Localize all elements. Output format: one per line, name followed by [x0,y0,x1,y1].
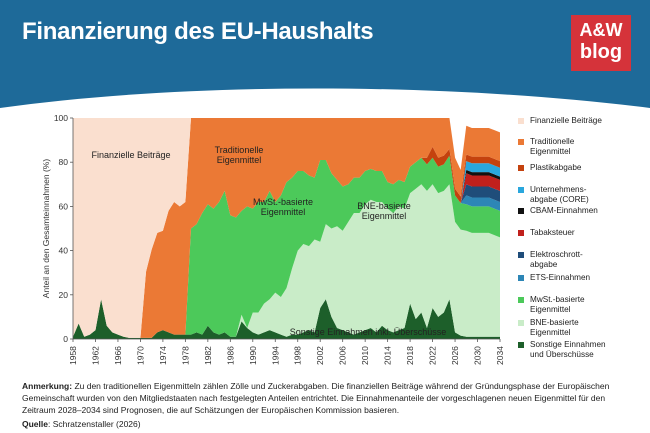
annotation-bne-eigenmittel: BNE-basierte Eigenmittel [357,201,411,221]
header-banner: Finanzierung des EU-Haushalts A&W blog [0,0,650,108]
logo-text-top: A&W [579,20,623,40]
area-series-finanzielle-beiträge [73,118,500,338]
stacked-area-chart: 0 20 40 60 80 100 1958 1962 1966 1970 1974 1978 1982… [41,113,505,365]
legend-label: ETS-Einnahmen [530,273,591,282]
x-tick-label: 1978 [180,346,190,365]
x-tick-label: 2018 [405,346,415,365]
x-tick-label: 2006 [338,346,348,365]
legend-swatch [518,139,524,145]
x-tick-label: 1986 [225,346,235,365]
x-tick-label: 2002 [315,346,325,365]
y-tick-label: 80 [59,157,69,167]
x-tick-label: 1982 [203,346,213,365]
legend-label: Unternehmens-abgabe (CORE) [530,185,589,204]
x-tick-label: 2030 [473,346,483,365]
page-title: Finanzierung des EU-Haushalts [22,18,374,45]
legend-label: CBAM-Einnahmen [530,206,598,215]
legend-label: Finanzielle Beiträge [530,116,602,125]
legend-swatch [518,118,524,124]
legend-swatch [518,208,524,214]
source-line: Quelle: Schratzenstaller (2026) [22,419,141,429]
footnote: Anmerkung: Zu den traditionellen Eigenmi… [22,380,634,416]
annotation-sonstige-einnahmen: Sonstige Einnahmen inkl. Überschüsse [290,327,447,337]
legend-label: Sonstige Einnahmen und Überschüsse [530,340,606,359]
x-tick-label: 1990 [248,346,258,365]
legend-label: Traditionelle Eigenmittel [530,137,575,156]
annotation-mwst-eigenmittel: MwSt.-basierte Eigenmittel [253,197,313,217]
legend-label: MwSt.-basierte Eigenmittel [530,295,585,314]
area-series-traditionelle-eigenmittel [73,118,500,338]
brand-logo[interactable]: A&W blog [571,15,631,71]
x-tick-label: 1970 [135,346,145,365]
x-tick-label: 1998 [293,346,303,365]
y-tick-label: 0 [63,334,68,344]
legend-label: Elektroschrott-abgabe [530,250,583,269]
x-tick-label: 2026 [450,346,460,365]
legend-swatch [518,320,524,326]
y-tick-label: 20 [59,290,69,300]
legend-swatch [518,252,524,258]
area-series-sonstige-einnahmen-und-überschüsse [73,299,500,339]
legend-swatch [518,342,524,348]
legend-label: Tabaksteuer [530,228,575,237]
x-tick-label: 2022 [428,346,438,365]
y-axis-title: Anteil an den Gesamteinnahmen (%) [41,159,51,299]
legend-swatch [518,165,524,171]
x-tick-label: 2014 [383,346,393,365]
legend-label: BNE-basierte Eigenmittel [530,318,579,337]
legend-label: Plastikabgabe [530,163,582,172]
x-tick-label: 1958 [68,346,78,365]
logo-text-bottom: blog [579,41,623,63]
x-tick-label: 2034 [495,346,505,365]
x-tick-label: 1974 [158,346,168,365]
y-tick-label: 100 [54,113,68,123]
source-text: : Schratzenstaller (2026) [47,419,141,429]
footnote-label: Anmerkung: [22,381,73,391]
x-tick-label: 2010 [360,346,370,365]
area-series-bne-basierte-eigenmittel [73,184,500,338]
x-tick-label: 1962 [90,346,100,365]
footnote-text: Zu den traditionellen Eigenmitteln zähle… [22,381,610,415]
source-label: Quelle [22,419,48,429]
y-tick-label: 40 [59,246,69,256]
y-tick-label: 60 [59,201,69,211]
legend-swatch [518,230,524,236]
annotation-finanzielle-beitraege: Finanzielle Beiträge [91,150,170,160]
legend-swatch [518,187,524,193]
x-tick-label: 1994 [270,346,280,365]
area-series-mwst-basierte-eigenmittel [73,155,500,338]
legend-swatch [518,275,524,281]
header-background [0,0,650,108]
legend-swatch [518,297,524,303]
x-tick-label: 1966 [113,346,123,365]
annotation-traditionelle-eigenmittel: Traditionelle Eigenmittel [215,145,264,165]
